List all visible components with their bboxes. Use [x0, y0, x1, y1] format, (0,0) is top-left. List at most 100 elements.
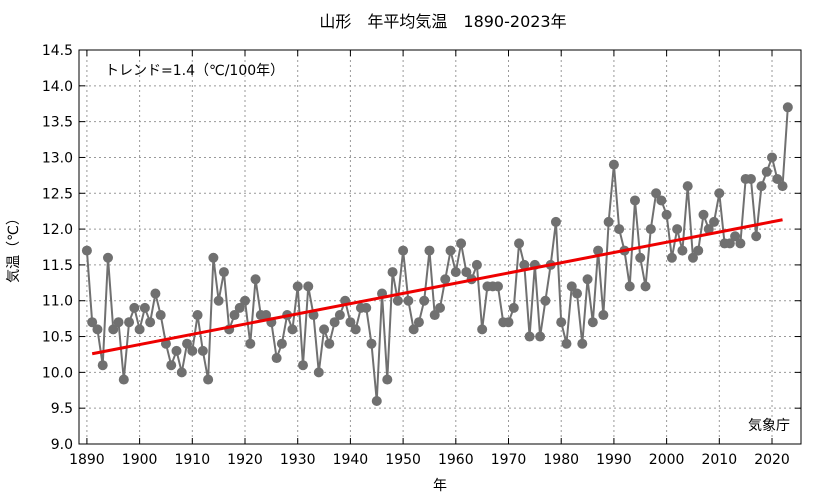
data-point [540, 295, 551, 306]
x-tick-label: 1900 [122, 452, 158, 468]
data-point [240, 295, 251, 306]
data-point [334, 310, 345, 321]
data-point [782, 102, 793, 113]
x-tick-label: 2000 [649, 452, 685, 468]
data-point [129, 302, 140, 313]
data-point [730, 231, 741, 242]
data-point [398, 245, 409, 256]
data-point [145, 317, 156, 328]
data-point [87, 317, 98, 328]
data-point [382, 374, 393, 385]
data-point [698, 209, 709, 220]
data-point [682, 181, 693, 192]
data-point [324, 338, 335, 349]
data-point [651, 188, 662, 199]
x-tick-label: 1890 [69, 452, 105, 468]
data-point [503, 317, 514, 328]
x-tick-label: 1990 [596, 452, 632, 468]
x-tick-label: 2020 [754, 452, 790, 468]
data-point [566, 281, 577, 292]
plot-frame [78, 49, 802, 445]
data-point [535, 331, 546, 342]
data-point [461, 267, 472, 278]
y-tick-label: 10.0 [42, 365, 73, 381]
trend-line [91, 218, 783, 356]
x-tick-label: 1910 [174, 452, 210, 468]
data-point [176, 367, 187, 378]
y-tick-label: 10.5 [42, 330, 73, 346]
data-point [608, 159, 619, 170]
data-point [150, 288, 161, 299]
data-point [693, 245, 704, 256]
data-point [292, 281, 303, 292]
y-tick-label: 9.0 [51, 437, 73, 453]
data-point [614, 224, 625, 235]
data-point [139, 302, 150, 313]
source-label: 気象庁 [748, 418, 790, 434]
data-point [403, 295, 414, 306]
data-point [556, 317, 567, 328]
data-point [392, 295, 403, 306]
data-point [735, 238, 746, 249]
data-point [166, 360, 177, 371]
data-point [640, 281, 651, 292]
x-axis: 1890 1900 1910 1920 1930 1940 1950 1960 1970 1980… [69, 50, 790, 468]
trend-group [91, 218, 783, 356]
data-point [313, 367, 324, 378]
data-point [550, 216, 561, 227]
y-tick-label: 12.0 [42, 222, 73, 238]
data-point [709, 216, 720, 227]
data-point [477, 324, 488, 335]
data-point [319, 324, 330, 335]
y-axis: 9.0 9.5 10.0 10.5 11.0 11.5 12.0 12.5 13.0 13.5 14… [42, 43, 801, 453]
data-point [440, 274, 451, 285]
data-point [387, 267, 398, 278]
data-point [587, 317, 598, 328]
data-point [287, 324, 298, 335]
data-point [666, 252, 677, 263]
data-point [371, 396, 382, 407]
data-point [155, 310, 166, 321]
data-point [524, 331, 535, 342]
data-point [677, 245, 688, 256]
data-point [124, 317, 135, 328]
data-point [751, 231, 762, 242]
data-point [108, 324, 119, 335]
data-point [203, 374, 214, 385]
data-point [113, 317, 124, 328]
data-point [276, 338, 287, 349]
data-point [197, 345, 208, 356]
x-tick-label: 1970 [491, 452, 527, 468]
y-tick-label: 14.5 [42, 43, 73, 59]
data-point [456, 238, 467, 249]
x-tick-label: 1930 [280, 452, 316, 468]
y-tick-label: 12.5 [42, 186, 73, 202]
x-tick-label: 1920 [227, 452, 263, 468]
data-point [519, 259, 530, 270]
data-point [598, 310, 609, 321]
data-point [445, 245, 456, 256]
x-tick-label: 1960 [438, 452, 474, 468]
data-point [777, 181, 788, 192]
data-point [187, 345, 198, 356]
data-point [92, 324, 103, 335]
data-point [182, 338, 193, 349]
data-point [471, 259, 482, 270]
data-point [714, 188, 725, 199]
data-point [492, 281, 503, 292]
data-point [424, 245, 435, 256]
trend-label: トレンド=1.4（℃/100年） [105, 63, 284, 79]
x-tick-label: 2010 [701, 452, 737, 468]
data-point [118, 374, 129, 385]
x-tick-label: 1980 [543, 452, 579, 468]
y-tick-label: 11.0 [42, 294, 73, 310]
data-point [593, 245, 604, 256]
data-point [645, 224, 656, 235]
data-point [229, 310, 240, 321]
data-point [329, 317, 340, 328]
x-tick-label: 1950 [385, 452, 421, 468]
y-tick-label: 13.5 [42, 115, 73, 131]
y-axis-label: 気温（℃） [6, 211, 22, 283]
data-point [629, 195, 640, 206]
